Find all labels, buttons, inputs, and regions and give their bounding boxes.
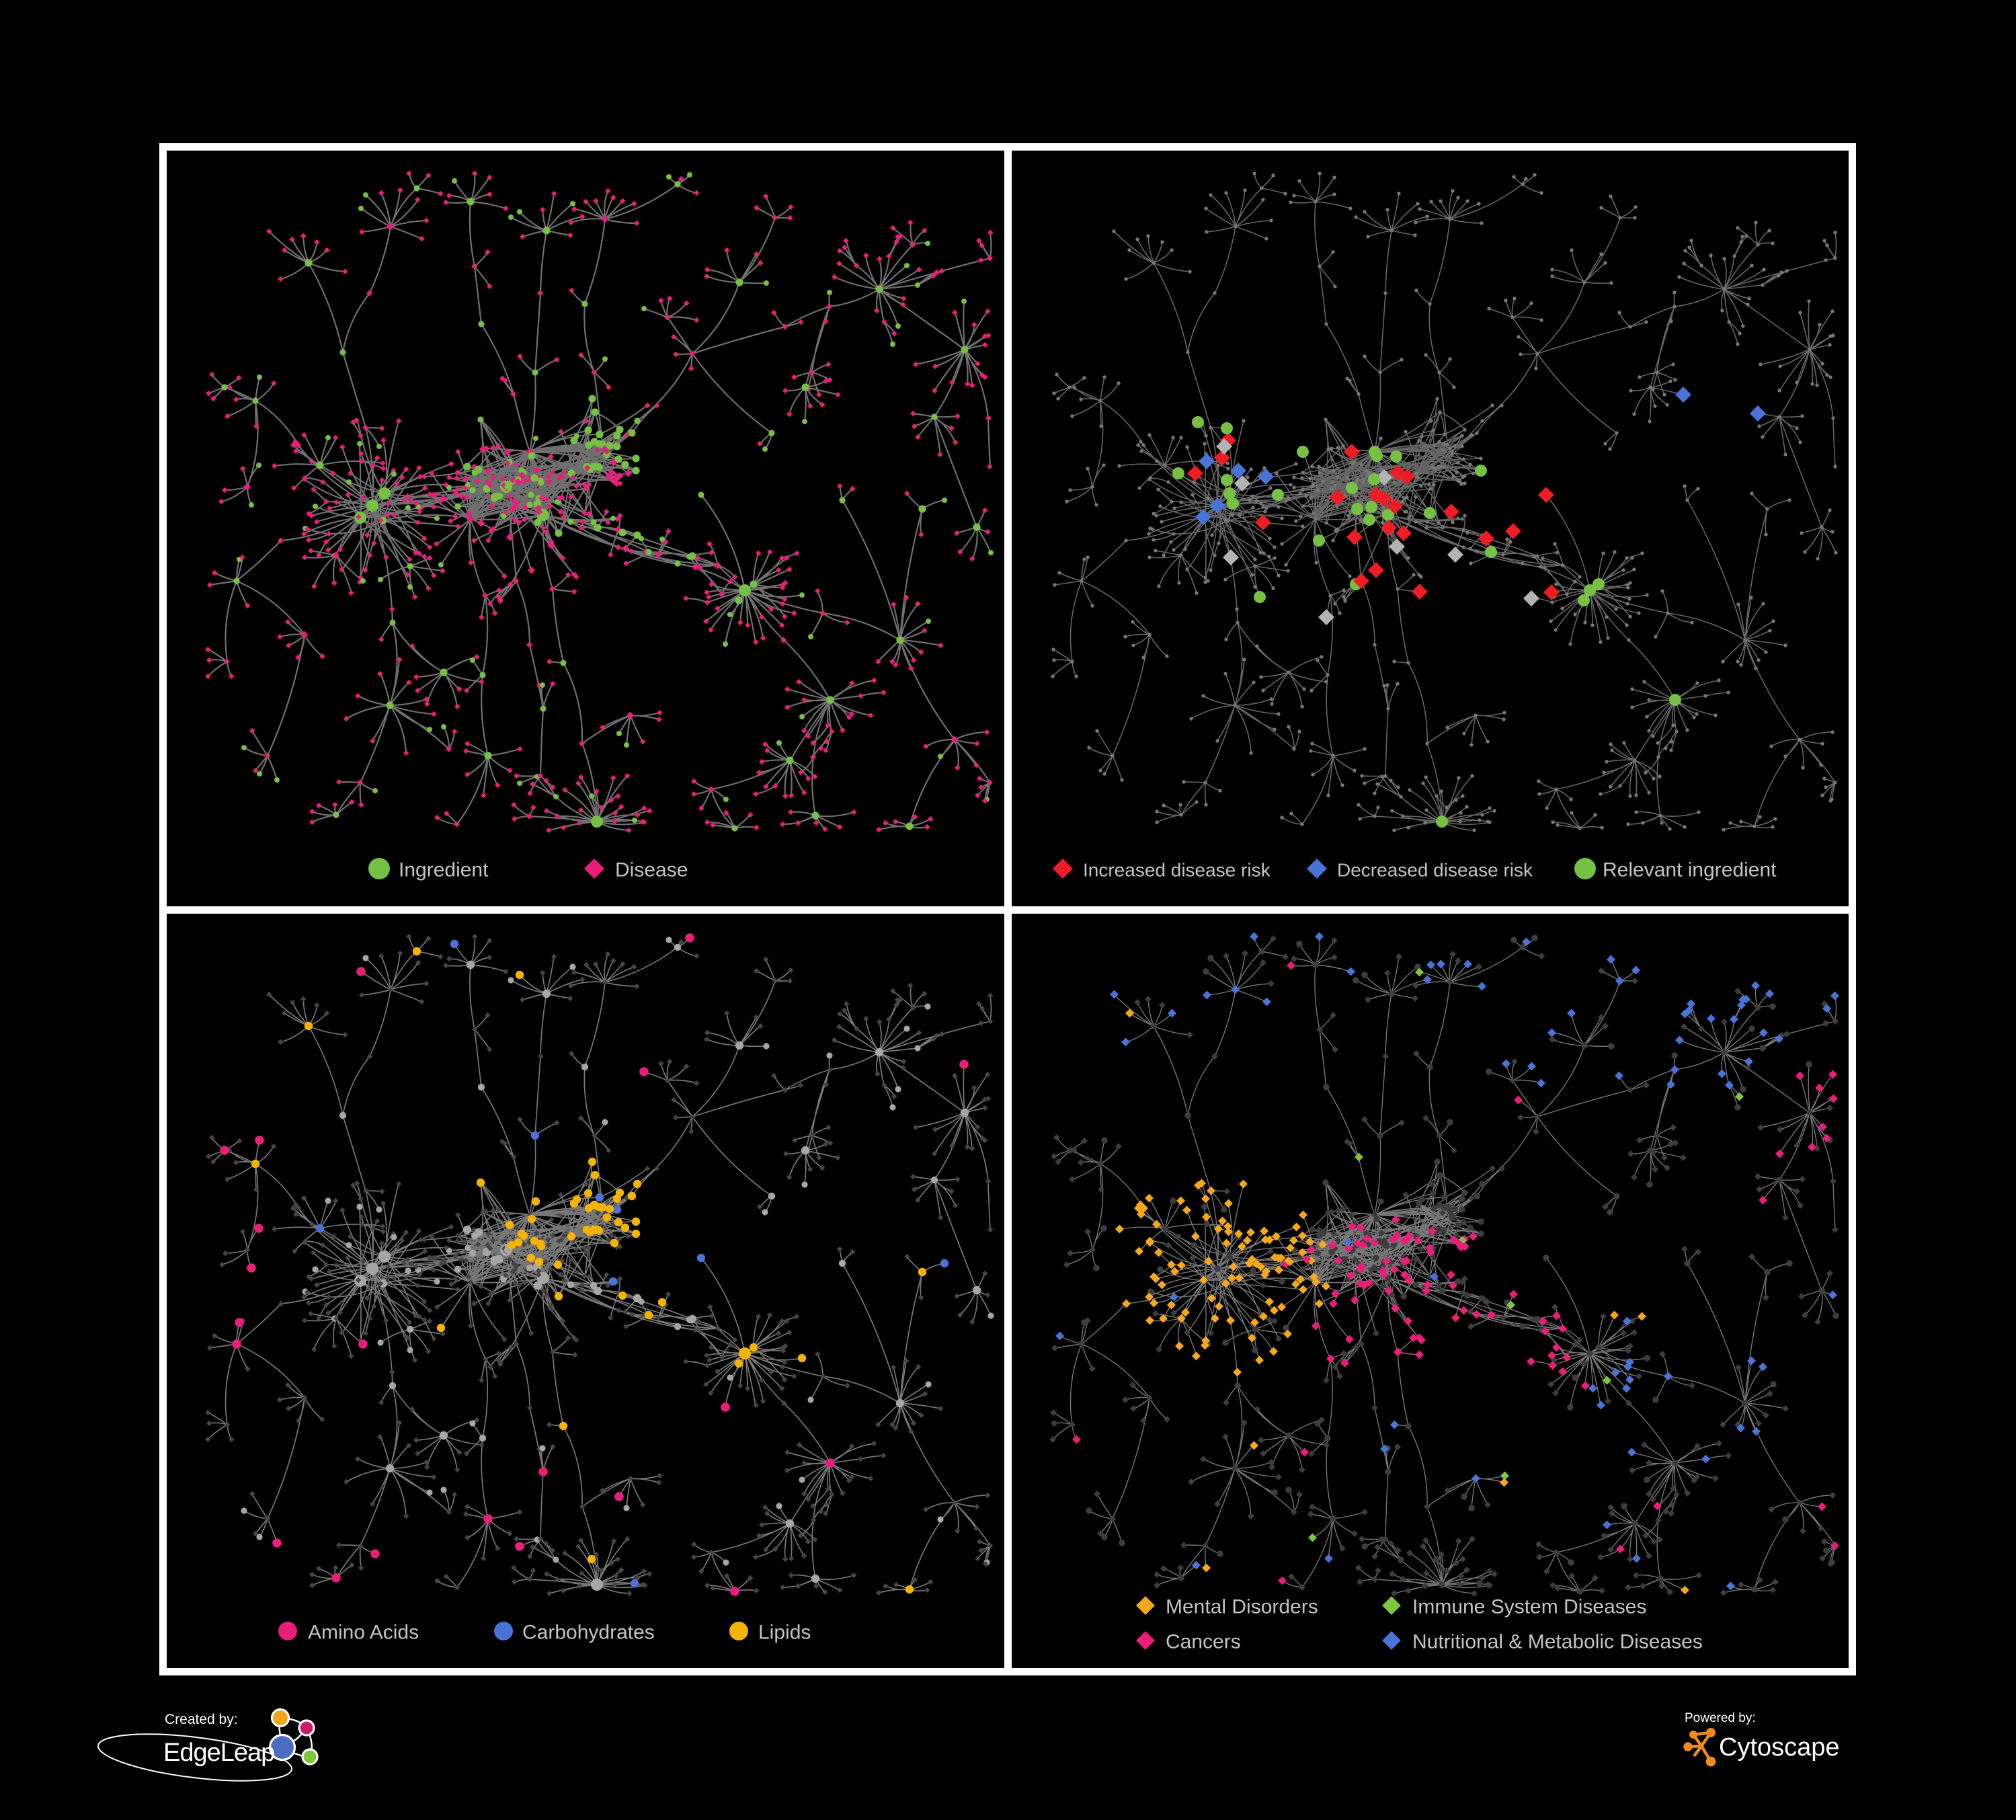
svg-text:Mental Disorders: Mental Disorders (1166, 1596, 1318, 1618)
svg-text:Cancers: Cancers (1166, 1631, 1241, 1653)
svg-text:Disease: Disease (615, 859, 688, 881)
svg-text:Nutritional & Metabolic Diseas: Nutritional & Metabolic Diseases (1412, 1631, 1703, 1653)
svg-text:Immune System Diseases: Immune System Diseases (1412, 1596, 1646, 1618)
svg-text:Increased disease risk: Increased disease risk (1083, 860, 1271, 881)
svg-text:Lipids: Lipids (758, 1622, 811, 1644)
svg-text:Cytoscape: Cytoscape (1719, 1733, 1840, 1762)
svg-text:Carbohydrates: Carbohydrates (522, 1622, 655, 1644)
svg-text:Amino Acids: Amino Acids (308, 1622, 419, 1644)
svg-text:Ingredient: Ingredient (399, 859, 489, 881)
svg-text:EdgeLeap: EdgeLeap (163, 1739, 274, 1767)
svg-text:Created by:: Created by: (165, 1712, 238, 1727)
svg-text:Decreased disease risk: Decreased disease risk (1337, 860, 1533, 881)
svg-text:Relevant ingredient: Relevant ingredient (1603, 859, 1777, 881)
svg-text:Powered by:: Powered by: (1685, 1711, 1756, 1725)
